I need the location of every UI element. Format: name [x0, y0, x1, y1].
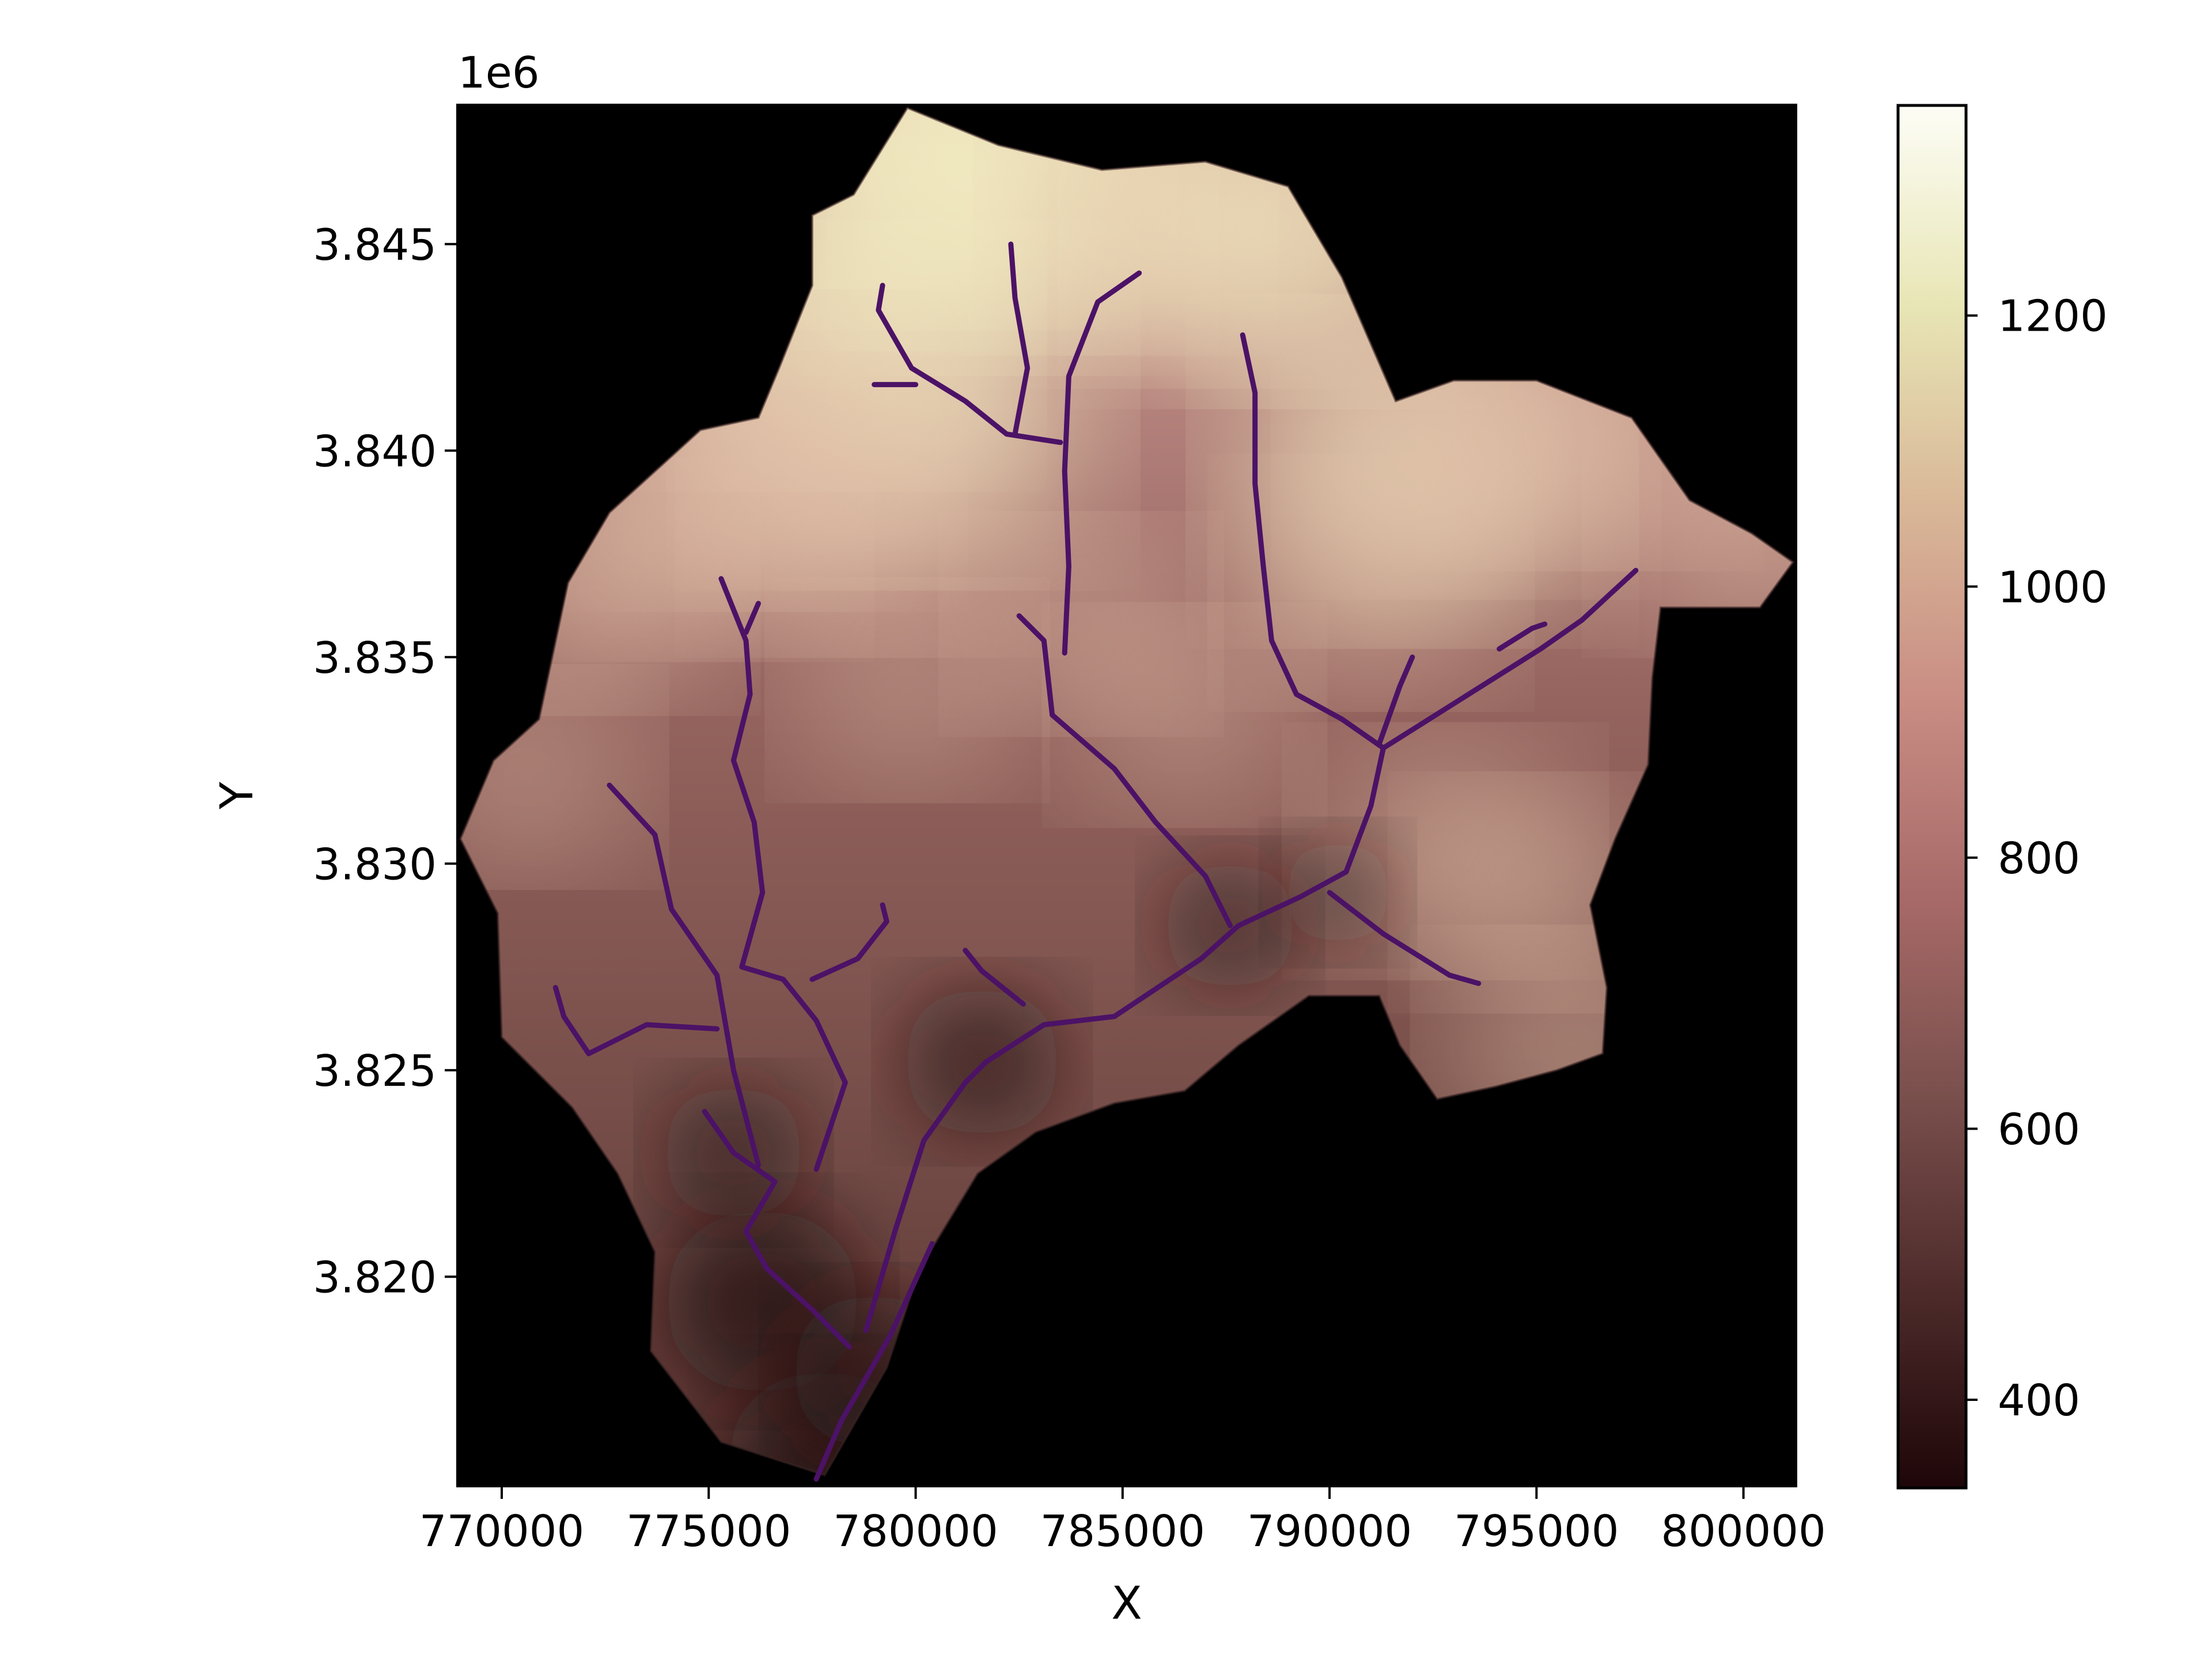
stream-segment: [983, 567, 1639, 1065]
colorbar-tick-label: 1000: [1998, 562, 2108, 612]
stream-segment: [1008, 241, 1031, 437]
stream-segment: [813, 1241, 935, 1482]
colorbar-tick-label: 600: [1998, 1104, 2080, 1154]
y-tick-label: 3.835: [313, 632, 437, 683]
x-tick-label: 785000: [1040, 1506, 1205, 1556]
elevation-high: [1253, 490, 1488, 675]
stream-segment: [607, 782, 761, 1168]
stream-network: [552, 241, 1639, 1482]
stream-segment: [1016, 613, 1233, 929]
y-tick-label: 3.840: [313, 426, 437, 476]
y-tick-label: 3.820: [313, 1252, 437, 1302]
x-tick-label: 795000: [1454, 1506, 1619, 1556]
y-tick-label: 3.825: [313, 1046, 437, 1096]
y-tick-label: 3.845: [313, 219, 437, 270]
x-axis-ticks: 770000 775000 780000 785000 790000 795000 8000…: [419, 1487, 1826, 1556]
stream-segment: [1240, 332, 1386, 751]
x-tick-label: 770000: [419, 1506, 584, 1556]
stream-segment: [1497, 621, 1548, 652]
stream-segment: [552, 984, 720, 1056]
stream-segment: [863, 1059, 989, 1333]
stream-segment: [963, 948, 1026, 1007]
elevation-high: [1082, 634, 1287, 796]
stream-segment: [809, 902, 889, 982]
watershed-boundary: [459, 106, 1795, 1476]
elevation-high: [805, 609, 1010, 771]
x-axis-label: X: [1111, 1578, 1142, 1630]
y-axis-label: Y: [211, 782, 263, 810]
stream-segment: [1062, 270, 1142, 656]
y-tick-label: 3.830: [313, 839, 437, 889]
colorbar-tick-label: 800: [1998, 833, 2080, 884]
x-tick-label: 780000: [833, 1506, 998, 1556]
stream-segment: [702, 1109, 853, 1350]
elevation-low: [903, 987, 1062, 1137]
stream-segment: [1327, 890, 1482, 986]
y-axis-ticks: 3.820 3.825 3.830 3.835 3.840 3.845: [313, 219, 456, 1302]
x-tick-label: 790000: [1247, 1506, 1412, 1556]
colorbar-ticks: 400 600 800 1000 1200: [1966, 291, 2108, 1426]
y-offset-label: 1e6: [458, 47, 540, 98]
stream-segment: [718, 576, 848, 1172]
x-tick-label: 775000: [626, 1506, 791, 1556]
colorbar: [1896, 104, 1968, 1490]
x-tick-label: 800000: [1661, 1506, 1825, 1556]
colorbar-tick-label: 1200: [1998, 291, 2108, 342]
stream-segment: [743, 601, 761, 635]
colorbar-tick-label: 400: [1998, 1375, 2080, 1426]
stream-segment: [1376, 654, 1415, 747]
